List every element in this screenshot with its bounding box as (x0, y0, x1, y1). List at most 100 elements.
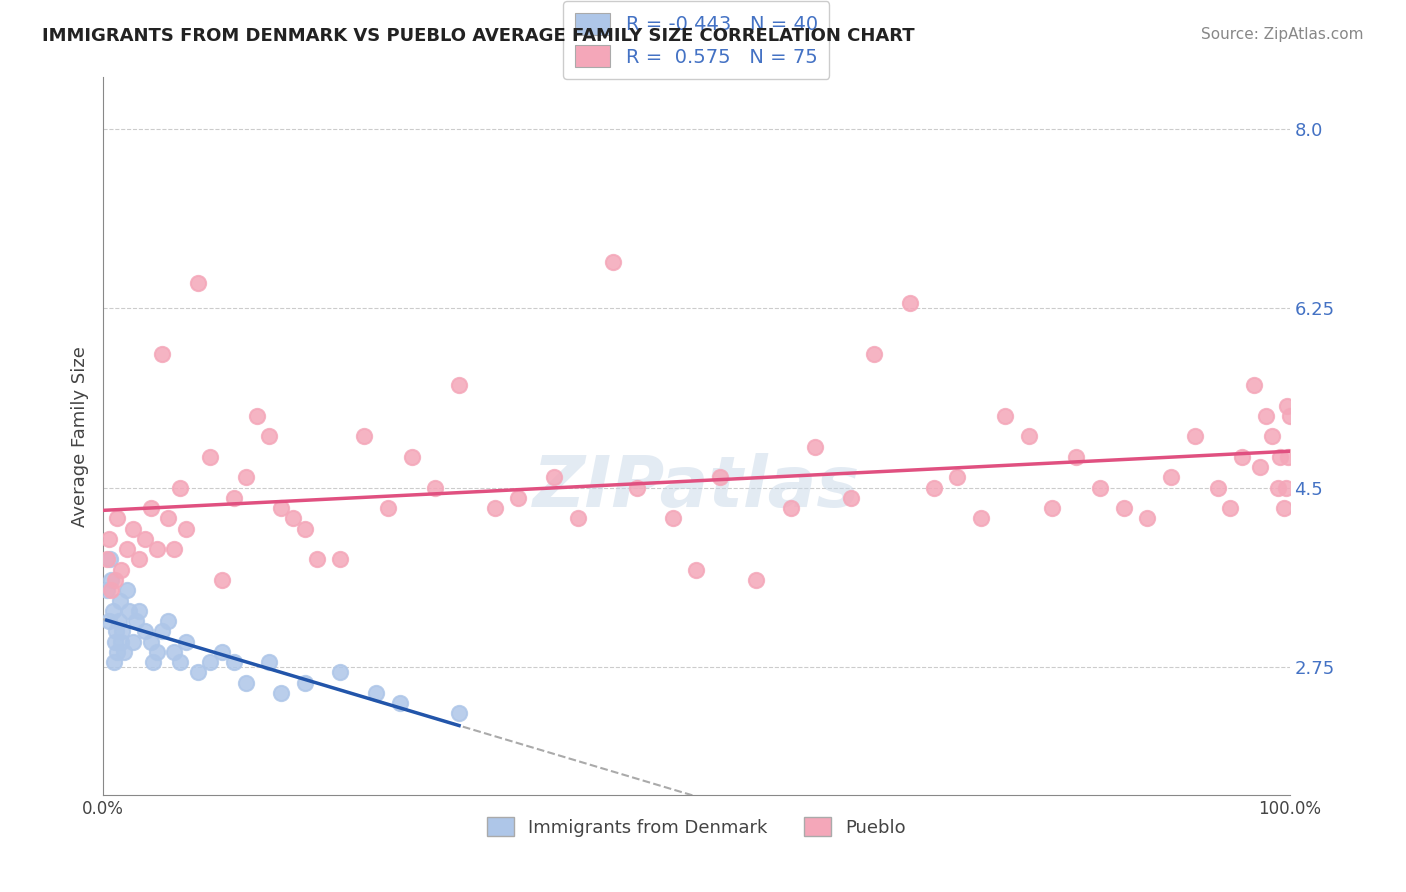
Point (115, 583, 138, 598)
Point (118, 604, 141, 618)
Point (294, 522, 316, 536)
Point (110, 634, 132, 648)
Point (121, 522, 143, 536)
Point (145, 542, 167, 557)
Point (121, 634, 143, 648)
Point (1268, 450, 1291, 464)
Point (602, 255, 624, 269)
Point (1278, 409, 1301, 423)
Point (187, 276, 209, 290)
Point (169, 655, 191, 669)
Point (108, 593, 131, 607)
Point (1219, 501, 1241, 516)
Point (105, 511, 128, 525)
Point (139, 501, 162, 516)
Point (163, 542, 186, 557)
Point (449, 706, 471, 721)
Text: Source: ZipAtlas.com: Source: ZipAtlas.com (1201, 27, 1364, 42)
Point (1018, 429, 1040, 443)
Point (329, 665, 352, 680)
Point (922, 481, 945, 495)
Point (484, 501, 506, 516)
Point (1040, 501, 1063, 516)
Point (134, 532, 156, 546)
Point (1261, 429, 1284, 443)
Point (101, 604, 124, 618)
Point (508, 491, 530, 505)
Point (1272, 501, 1295, 516)
Point (104, 573, 127, 587)
Point (107, 614, 129, 628)
Point (626, 481, 648, 495)
Point (104, 634, 127, 648)
Point (222, 491, 245, 505)
Point (804, 440, 827, 454)
Point (449, 378, 471, 392)
Point (128, 604, 150, 618)
Point (174, 522, 197, 536)
Point (211, 645, 233, 659)
Point (257, 429, 280, 443)
Point (661, 511, 683, 525)
Text: IMMIGRANTS FROM DENMARK VS PUEBLO AVERAGE FAMILY SIZE CORRELATION CHART: IMMIGRANTS FROM DENMARK VS PUEBLO AVERAG… (42, 27, 915, 45)
Point (211, 573, 233, 587)
Point (187, 665, 209, 680)
Point (281, 511, 304, 525)
Point (1136, 511, 1159, 525)
Point (152, 347, 174, 361)
Point (1249, 460, 1271, 475)
Point (270, 686, 292, 700)
Point (270, 501, 292, 516)
Point (970, 511, 993, 525)
Point (543, 470, 565, 484)
Point (425, 481, 447, 495)
Point (863, 347, 886, 361)
Point (364, 686, 387, 700)
Point (198, 450, 221, 464)
Point (1064, 450, 1087, 464)
Point (100, 573, 122, 587)
Point (1277, 450, 1299, 464)
Point (105, 645, 128, 659)
Point (152, 624, 174, 639)
Point (110, 563, 132, 577)
Point (111, 624, 134, 639)
Point (305, 552, 328, 566)
Point (96, 583, 118, 598)
Point (114, 645, 136, 659)
Point (839, 491, 862, 505)
Point (98, 532, 121, 546)
Point (134, 624, 156, 639)
Point (174, 634, 197, 648)
Point (377, 501, 399, 516)
Point (1208, 481, 1230, 495)
Point (145, 645, 167, 659)
Point (128, 552, 150, 566)
Point (294, 675, 316, 690)
Point (100, 583, 122, 598)
Point (163, 645, 186, 659)
Point (388, 696, 411, 710)
Point (235, 675, 257, 690)
Point (1088, 481, 1111, 495)
Point (1160, 470, 1182, 484)
Point (96, 552, 118, 566)
Point (139, 634, 162, 648)
Point (401, 450, 423, 464)
Point (1275, 481, 1298, 495)
Point (1267, 481, 1289, 495)
Point (994, 409, 1017, 423)
Point (1230, 450, 1253, 464)
Point (142, 655, 165, 669)
Point (222, 655, 245, 669)
Text: ZIPatlas: ZIPatlas (533, 453, 860, 522)
Point (257, 655, 280, 669)
Point (353, 429, 375, 443)
Point (685, 563, 707, 577)
Point (98, 552, 121, 566)
Point (125, 614, 148, 628)
Legend: Immigrants from Denmark, Pueblo: Immigrants from Denmark, Pueblo (479, 810, 912, 844)
Point (567, 511, 589, 525)
Point (103, 655, 125, 669)
Point (780, 501, 803, 516)
